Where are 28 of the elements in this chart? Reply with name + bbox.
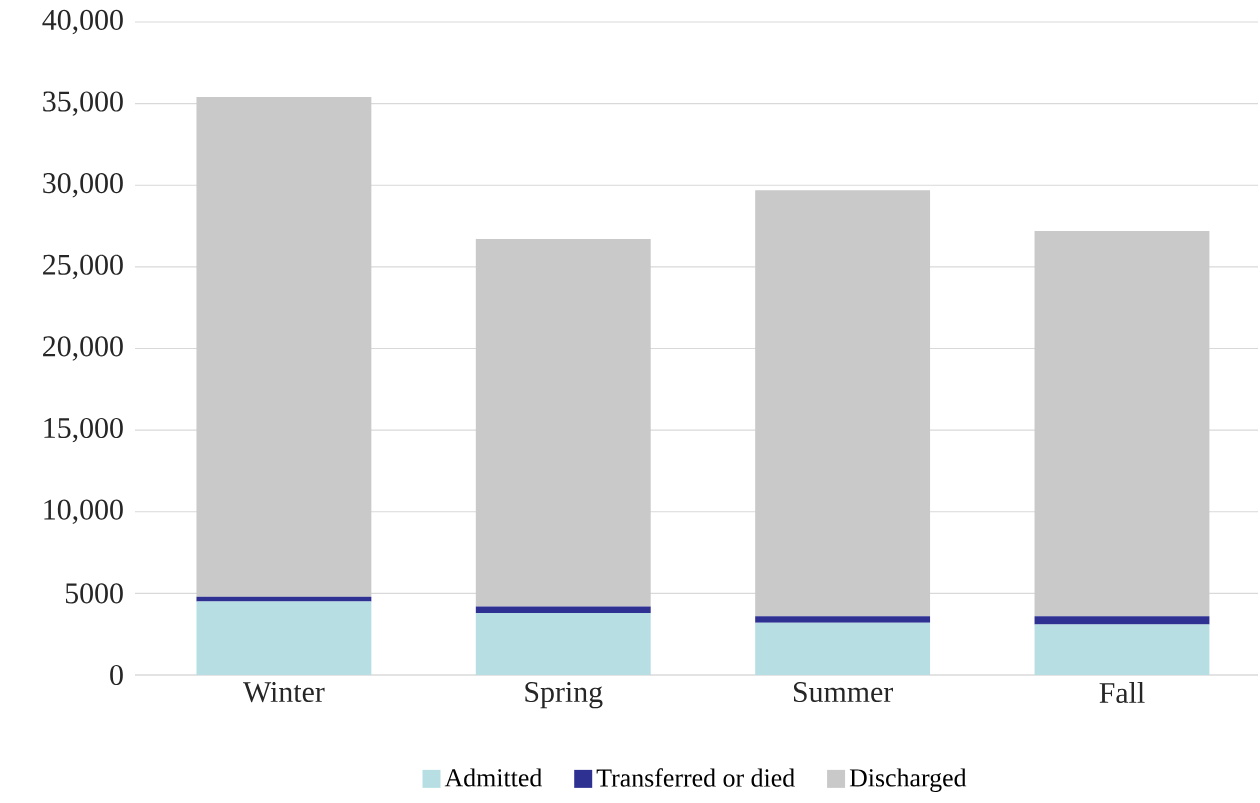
bar — [1034, 624, 1210, 675]
x-tick-label: Summer — [793, 682, 894, 703]
bar — [475, 239, 651, 607]
y-tick-label: 10,000 — [44, 499, 123, 524]
bar — [1034, 230, 1210, 617]
y-tick-label: 40,000 — [42, 9, 123, 35]
bar — [196, 596, 372, 602]
y-tick-label: 15,000 — [44, 417, 123, 443]
bar — [755, 622, 931, 675]
y-tick-label: 35,000 — [43, 91, 123, 116]
x-tick-label: Spring — [525, 682, 603, 709]
x-tick-label: Winter — [243, 682, 325, 703]
bar — [755, 190, 931, 617]
bar — [1034, 616, 1210, 625]
y-tick-label: 5000 — [65, 583, 123, 604]
y-tick-label: 20,000 — [43, 336, 123, 361]
bar — [755, 616, 931, 623]
y-tick-label: 30,000 — [43, 173, 123, 198]
bar — [475, 612, 651, 675]
y-tick-label: 25,000 — [43, 254, 123, 280]
x-tick-label: Fall — [1099, 682, 1145, 704]
legend-label: Discharged — [849, 768, 967, 792]
y-tick-label: 0 — [110, 664, 123, 686]
legend-label: Admitted — [444, 768, 543, 787]
bar — [475, 606, 651, 613]
bar — [196, 97, 372, 597]
legend-label: Transferred or died — [596, 768, 795, 787]
bar — [196, 601, 372, 675]
